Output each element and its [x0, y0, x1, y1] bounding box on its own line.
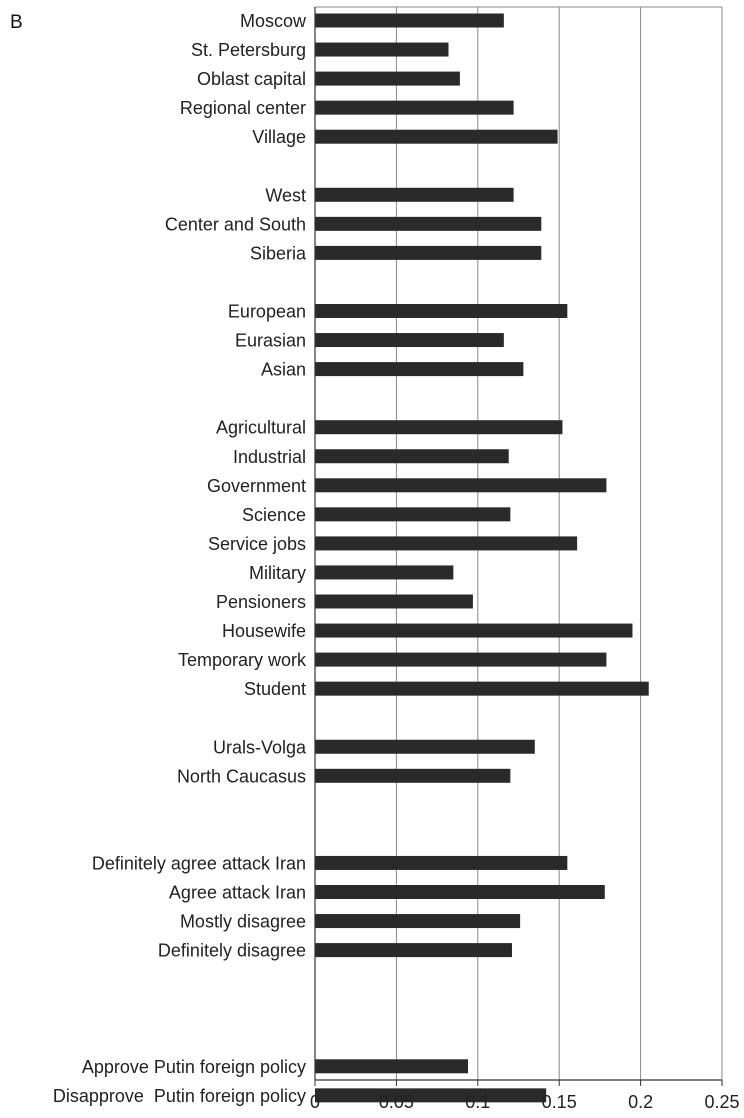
bar: [315, 304, 568, 318]
bar: [315, 768, 511, 783]
x-tick-label: 0: [310, 1092, 320, 1112]
category-label: North Caucasus: [177, 766, 306, 786]
category-label: Science: [242, 505, 306, 525]
bar: [315, 594, 473, 609]
category-label: Regional center: [180, 98, 306, 118]
category-label: Mostly disagree: [180, 912, 306, 932]
bar: [315, 129, 558, 144]
category-label: Approve Putin foreign policy: [82, 1057, 306, 1077]
bar: [315, 42, 449, 57]
bar: [315, 187, 514, 202]
category-label: Pensioners: [216, 592, 306, 612]
category-label: Agricultural: [216, 418, 306, 438]
category-label: Military: [249, 563, 306, 583]
bar: [315, 652, 607, 667]
category-label: Eurasian: [235, 331, 306, 351]
x-tick-label: 0.1: [465, 1092, 490, 1112]
category-label: Housewife: [222, 621, 306, 641]
category-label: Service jobs: [208, 534, 306, 554]
category-label: Urals-Volga: [213, 737, 307, 757]
bars: [315, 13, 649, 1103]
bar: [315, 536, 578, 551]
bar: [315, 216, 542, 231]
category-label: Definitely disagree: [158, 941, 306, 961]
category-label: Siberia: [250, 243, 307, 263]
bar: [315, 565, 454, 580]
x-tick-label: 0.2: [628, 1092, 653, 1112]
category-label: Government: [207, 476, 306, 496]
category-label: Asian: [261, 360, 306, 380]
category-label: Industrial: [233, 447, 306, 467]
bar: [315, 681, 649, 696]
bar: [315, 449, 509, 464]
bar: [315, 855, 568, 870]
bar: [315, 623, 633, 638]
category-label: Moscow: [240, 11, 307, 31]
bar: [315, 245, 542, 260]
bar: [315, 420, 563, 435]
bar: [315, 507, 511, 522]
x-tick-label: 0.25: [704, 1092, 739, 1112]
x-tick-label: 0.05: [379, 1092, 414, 1112]
bar: [315, 1059, 469, 1074]
bar: [315, 914, 521, 929]
category-label: Agree attack Iran: [169, 883, 306, 903]
x-axis: 0 0.05 0.1 0.15 0.2 0.25: [310, 7, 740, 1112]
category-label: Village: [252, 127, 306, 147]
bar: [315, 13, 504, 28]
x-tick-label: 0.15: [542, 1092, 577, 1112]
category-label: Oblast capital: [197, 69, 306, 89]
category-label: Disapprove Putin foreign policy: [53, 1086, 306, 1106]
bar: [315, 362, 524, 377]
bar: [315, 1088, 547, 1103]
category-label: European: [228, 302, 306, 322]
bar: [315, 333, 504, 348]
bar: [315, 885, 605, 899]
bar: [315, 943, 512, 958]
category-label: Temporary work: [178, 650, 307, 670]
category-label: Center and South: [165, 214, 306, 234]
bar: [315, 71, 460, 86]
bar: [315, 478, 607, 493]
category-label: West: [265, 185, 306, 205]
category-label: Definitely agree attack Iran: [92, 853, 306, 873]
category-labels: Moscow St. Petersburg Oblast capital Region…: [53, 11, 307, 1106]
category-label: Student: [244, 679, 306, 699]
bar: [315, 739, 535, 754]
category-label: St. Petersburg: [191, 40, 306, 60]
bar: [315, 100, 514, 115]
panel-label: B: [10, 12, 23, 33]
